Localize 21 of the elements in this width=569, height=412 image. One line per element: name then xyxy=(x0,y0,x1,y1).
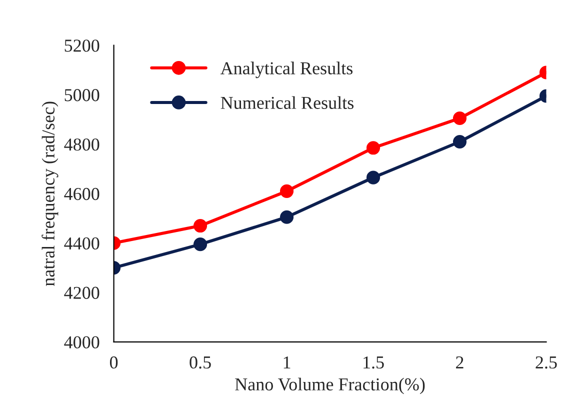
x-tick-label: 0 xyxy=(110,356,118,369)
point xyxy=(366,170,380,184)
legend-label: Numerical Results xyxy=(220,96,354,109)
point xyxy=(280,184,294,198)
y-tick-label: 4600 xyxy=(64,188,100,200)
y-tick-label: 4000 xyxy=(64,336,100,348)
y-tick-label: 5000 xyxy=(64,89,100,102)
x-tick-label: 1.5 xyxy=(364,356,384,369)
x-tick-label: 0.5 xyxy=(190,356,211,369)
x-tick-label: 2.5 xyxy=(536,356,557,369)
y-tick-label: 4400 xyxy=(64,237,100,250)
point xyxy=(280,210,294,224)
x-tick-label: 2 xyxy=(456,356,464,368)
x-axis-title: Nano Volume Fraction(%) xyxy=(235,378,425,394)
y-tick-label: 5200 xyxy=(64,40,100,52)
y-tick-label: 4200 xyxy=(64,286,100,299)
y-tick-label: 4800 xyxy=(64,138,100,151)
point xyxy=(366,141,380,155)
y-axis-title: natral frequency (rad/sec) xyxy=(42,102,58,286)
x-tick-label: 1 xyxy=(284,356,290,368)
legend-label: Analytical Results xyxy=(220,62,353,78)
